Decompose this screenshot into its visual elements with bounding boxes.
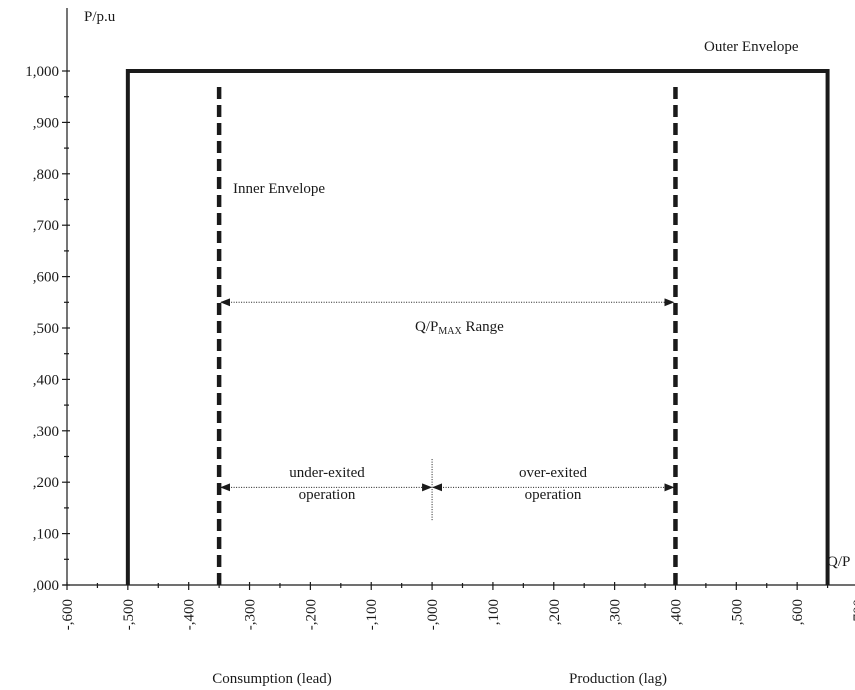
y-tick-label: ,900 <box>33 115 59 131</box>
y-tick-label: ,300 <box>33 424 59 440</box>
x-tick-label: ,200 <box>547 599 563 625</box>
y-tick-label: 1,000 <box>25 64 59 80</box>
x-tick-label: -,200 <box>303 599 319 630</box>
range-label: Q/PMAX Range <box>415 319 504 337</box>
range-label-sub: MAX <box>438 326 462 337</box>
range-label-suffix: Range <box>462 319 504 335</box>
x-tick-label: -,300 <box>243 599 259 630</box>
y-tick-label: ,700 <box>33 218 59 234</box>
x-tick-label: -,600 <box>60 599 76 630</box>
x-axis-label: Q/P <box>827 554 850 570</box>
x-tick-label: -,100 <box>364 599 380 630</box>
y-axis-label: P/p.u <box>84 9 116 25</box>
x-tick-label: ,100 <box>486 599 502 625</box>
x-tick-label: -,500 <box>121 599 137 630</box>
axes: ,000 ,100 ,200 ,300 ,400 ,500 ,600 ,700 ,800 ,900… <box>25 8 855 630</box>
y-tick-label: ,000 <box>33 578 59 594</box>
production-label: Production (lag) <box>569 671 667 687</box>
under-exited-label-line2: operation <box>299 487 356 503</box>
x-tick-label: -,400 <box>182 599 198 630</box>
x-tick-label: ,500 <box>729 599 745 625</box>
y-tick-label: ,200 <box>33 475 59 491</box>
annotations: P/p.u Q/P Outer Envelope Inner Envelope … <box>84 9 850 687</box>
y-tick-label: ,100 <box>33 527 59 543</box>
inner-envelope-label: Inner Envelope <box>233 181 325 197</box>
under-exited-label-line1: under-exited <box>289 465 365 481</box>
series-outer-envelope <box>125 69 830 585</box>
y-tick-label: ,800 <box>33 167 59 183</box>
y-tick-label: ,600 <box>33 270 59 286</box>
series-layer <box>125 69 830 585</box>
range-label-main: Q/P <box>415 319 438 335</box>
x-tick-label: ,700 <box>851 599 855 625</box>
outer-envelope-label: Outer Envelope <box>704 39 799 55</box>
over-exited-label-line2: operation <box>525 487 582 503</box>
y-tick-label: ,500 <box>33 321 59 337</box>
y-tick-label: ,400 <box>33 372 59 388</box>
over-exited-label-line1: over-exited <box>519 465 587 481</box>
x-tick-label: ,400 <box>668 599 684 625</box>
x-tick-label: ,600 <box>790 599 806 625</box>
x-tick-label: ,300 <box>608 599 624 625</box>
x-tick-label: -,000 <box>425 599 441 630</box>
consumption-label: Consumption (lead) <box>212 671 332 687</box>
